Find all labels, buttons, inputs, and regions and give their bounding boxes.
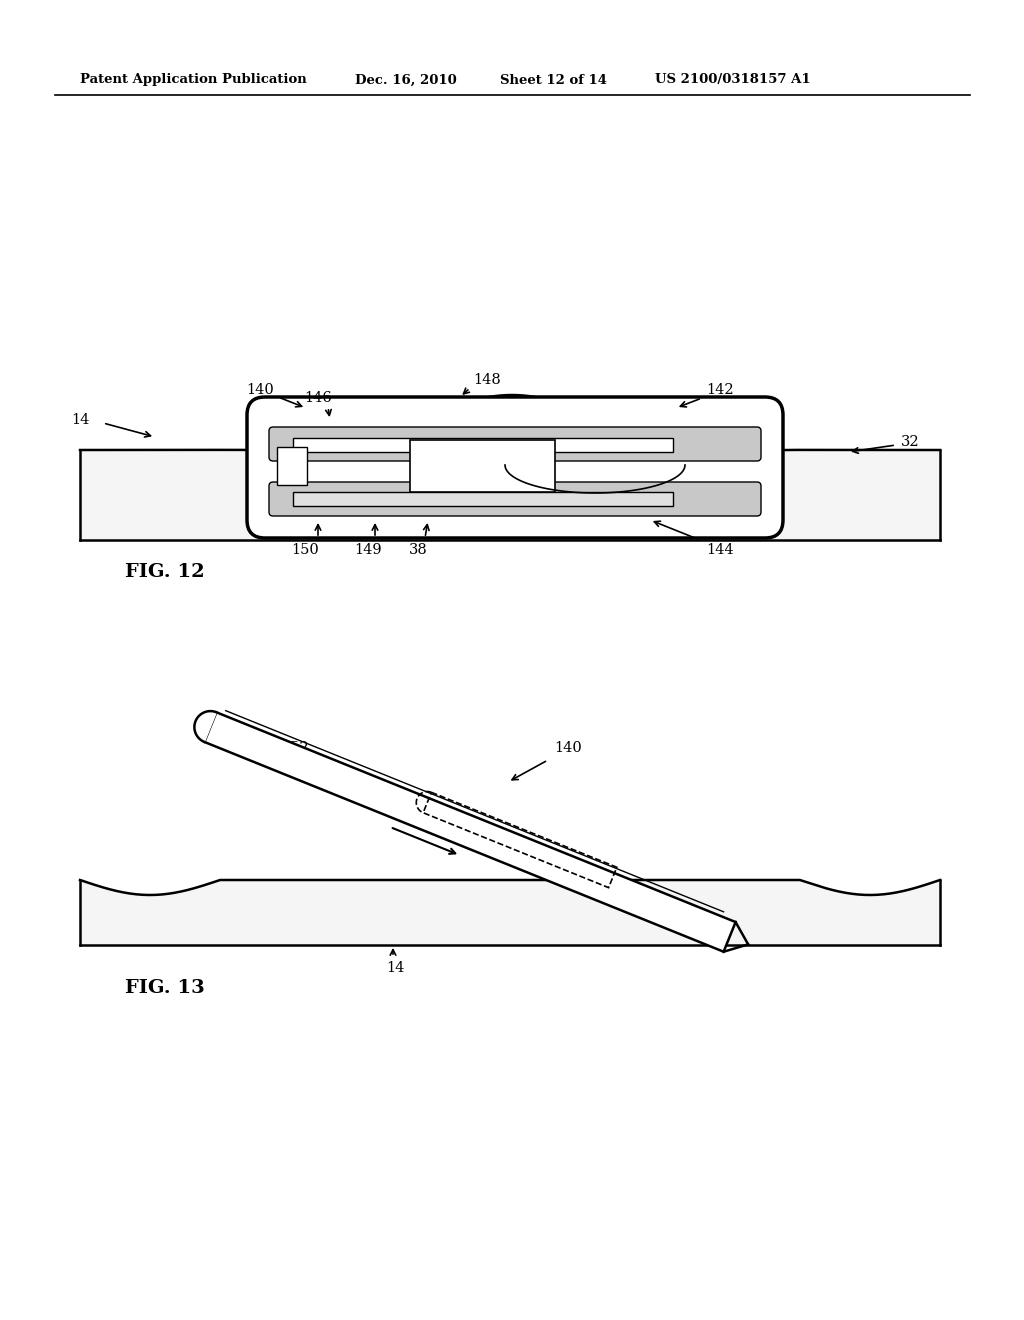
Text: 140: 140: [554, 741, 582, 755]
Text: FIG. 13: FIG. 13: [125, 979, 205, 997]
Polygon shape: [80, 395, 940, 540]
Text: Patent Application Publication: Patent Application Publication: [80, 74, 307, 87]
Text: 144: 144: [707, 543, 734, 557]
FancyBboxPatch shape: [269, 426, 761, 461]
Text: Sheet 12 of 14: Sheet 12 of 14: [500, 74, 607, 87]
Polygon shape: [195, 711, 216, 742]
Text: 142: 142: [707, 383, 734, 397]
Text: FIG. 12: FIG. 12: [125, 564, 205, 581]
Text: 14: 14: [71, 413, 89, 426]
Polygon shape: [205, 713, 735, 952]
Text: 140: 140: [246, 383, 273, 397]
Text: 32: 32: [901, 436, 920, 449]
Polygon shape: [80, 880, 940, 945]
Text: 146: 146: [304, 391, 332, 405]
Text: 38: 38: [409, 543, 427, 557]
Text: 152: 152: [282, 741, 309, 755]
Text: Dec. 16, 2010: Dec. 16, 2010: [355, 74, 457, 87]
Bar: [293, 492, 673, 506]
Text: 14: 14: [386, 961, 404, 975]
FancyBboxPatch shape: [269, 482, 761, 516]
Text: 148: 148: [473, 374, 501, 387]
Text: 150: 150: [291, 543, 318, 557]
Bar: [293, 438, 673, 451]
FancyBboxPatch shape: [247, 397, 783, 539]
Text: US 2100/0318157 A1: US 2100/0318157 A1: [655, 74, 811, 87]
Bar: [410, 440, 555, 492]
Text: 149: 149: [354, 543, 382, 557]
Bar: [278, 447, 307, 484]
